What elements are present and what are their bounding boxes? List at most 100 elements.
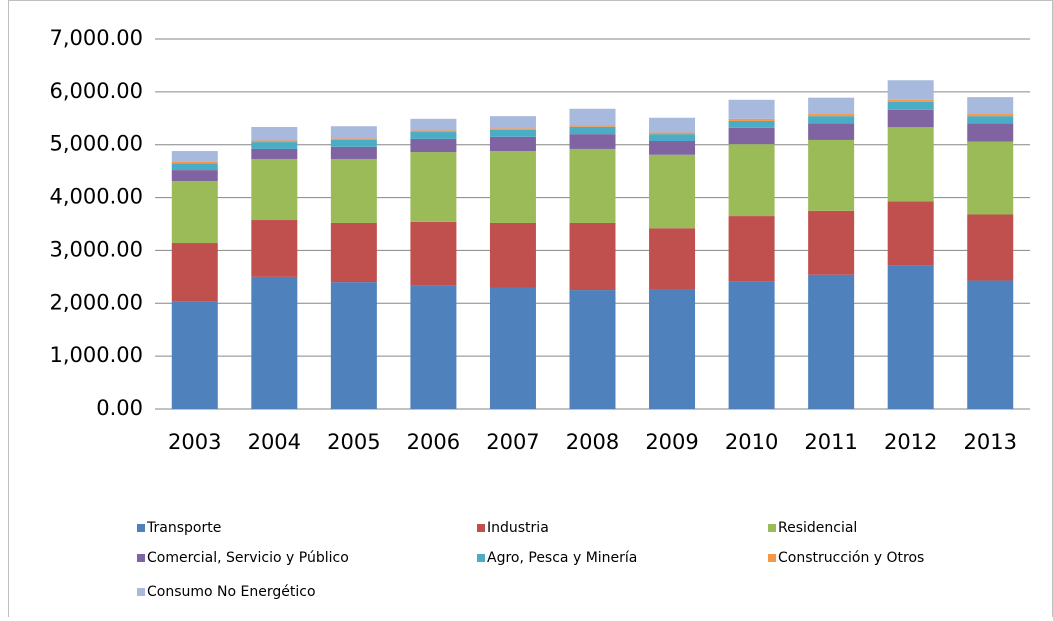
legend-label: Construcción y Otros: [778, 550, 924, 566]
bar-segment: [728, 144, 775, 217]
bar-segment: [967, 280, 1014, 409]
bar-segment: [171, 301, 218, 409]
y-tick-label: 0.00: [96, 396, 143, 420]
bar-segment: [887, 265, 934, 409]
bar-segment: [330, 222, 377, 283]
y-tick-label: 6,000.00: [49, 79, 143, 103]
bar-segment: [887, 127, 934, 202]
bar-segment: [251, 127, 298, 141]
bar-segment: [489, 129, 536, 137]
x-tick-label: 2008: [566, 430, 619, 454]
bar-segment: [171, 170, 218, 182]
bar-segment: [967, 116, 1014, 124]
bar-segment: [569, 125, 616, 127]
bar-segment: [728, 99, 775, 119]
bar-segment: [330, 138, 377, 140]
bar-segment: [569, 108, 616, 126]
legend-swatch: [768, 524, 776, 532]
x-tick-label: 2010: [725, 430, 778, 454]
legend-swatch: [137, 554, 145, 562]
bar-segment: [171, 181, 218, 244]
bar-segment: [251, 142, 298, 149]
bar-segment: [808, 97, 855, 115]
bar-segment: [649, 228, 696, 290]
bar-segment: [649, 117, 696, 133]
bar-segment: [410, 130, 457, 133]
bar-segment: [330, 139, 377, 147]
bar-segment: [967, 97, 1014, 115]
bar-segment: [330, 126, 377, 139]
bar-segment: [251, 148, 298, 159]
legend-swatch: [137, 588, 145, 596]
bar-segment: [569, 148, 616, 223]
bar-segment: [649, 289, 696, 409]
legend-swatch: [768, 554, 776, 562]
legend-label: Comercial, Servicio y Público: [147, 550, 349, 566]
y-tick-label: 2,000.00: [49, 290, 143, 314]
bar-segment: [251, 276, 298, 409]
bar-segment: [649, 134, 696, 142]
bar-segment: [887, 201, 934, 266]
x-tick-label: 2013: [964, 430, 1017, 454]
bar-segment: [569, 290, 616, 409]
x-tick-label: 2009: [645, 430, 698, 454]
bar-segment: [808, 274, 855, 409]
bar-segment: [808, 116, 855, 124]
bar-segment: [489, 128, 536, 130]
bar-segment: [569, 222, 616, 291]
y-tick-label: 3,000.00: [49, 237, 143, 261]
legend-swatch: [477, 524, 485, 532]
bar-segment: [967, 214, 1014, 281]
bar-segment: [489, 136, 536, 152]
bar-segment: [649, 141, 696, 155]
bar-segment: [808, 139, 855, 211]
legend-label: Residencial: [778, 520, 857, 536]
bar-segment: [808, 210, 855, 275]
bar-segment: [410, 221, 457, 286]
legend-swatch: [137, 524, 145, 532]
bar-segment: [171, 161, 218, 164]
bar-segment: [887, 109, 934, 128]
x-tick-label: 2012: [884, 430, 937, 454]
bar-segment: [410, 118, 457, 131]
bar-segment: [967, 141, 1014, 215]
y-tick-label: 4,000.00: [49, 185, 143, 209]
y-tick-label: 1,000.00: [49, 343, 143, 367]
bar-segment: [967, 123, 1014, 142]
legend-label: Industria: [487, 520, 549, 536]
bar-segment: [967, 114, 1014, 117]
y-tick-label: 5,000.00: [49, 132, 143, 156]
bar-segment: [728, 120, 775, 128]
bar-segment: [649, 132, 696, 135]
bar-segment: [330, 158, 377, 223]
legend-swatch: [477, 554, 485, 562]
x-tick-label: 2005: [327, 430, 380, 454]
bar-segment: [410, 132, 457, 139]
bar-segment: [489, 287, 536, 409]
legend-label: Transporte: [146, 520, 221, 536]
bar-segment: [569, 134, 616, 149]
bar-segment: [728, 281, 775, 409]
x-tick-label: 2007: [486, 430, 539, 454]
bar-segment: [887, 101, 934, 110]
legend-label: Agro, Pesca y Minería: [487, 550, 637, 566]
x-tick-label: 2006: [407, 430, 460, 454]
bar-segment: [171, 163, 218, 171]
bar-segment: [330, 146, 377, 159]
bar-segment: [410, 285, 457, 409]
bar-segment: [808, 114, 855, 117]
bar-segment: [410, 152, 457, 222]
bar-segment: [410, 138, 457, 153]
y-tick-label: 7,000.00: [49, 26, 143, 50]
bar-segment: [887, 80, 934, 100]
bar-segment: [887, 99, 934, 102]
bar-segment: [728, 127, 775, 145]
bar-segment: [251, 158, 298, 221]
x-tick-label: 2004: [248, 430, 301, 454]
bar-segment: [489, 151, 536, 223]
bar-segment: [171, 151, 218, 162]
bar-segment: [489, 222, 536, 288]
bar-segment: [728, 216, 775, 282]
bar-segment: [489, 116, 536, 129]
